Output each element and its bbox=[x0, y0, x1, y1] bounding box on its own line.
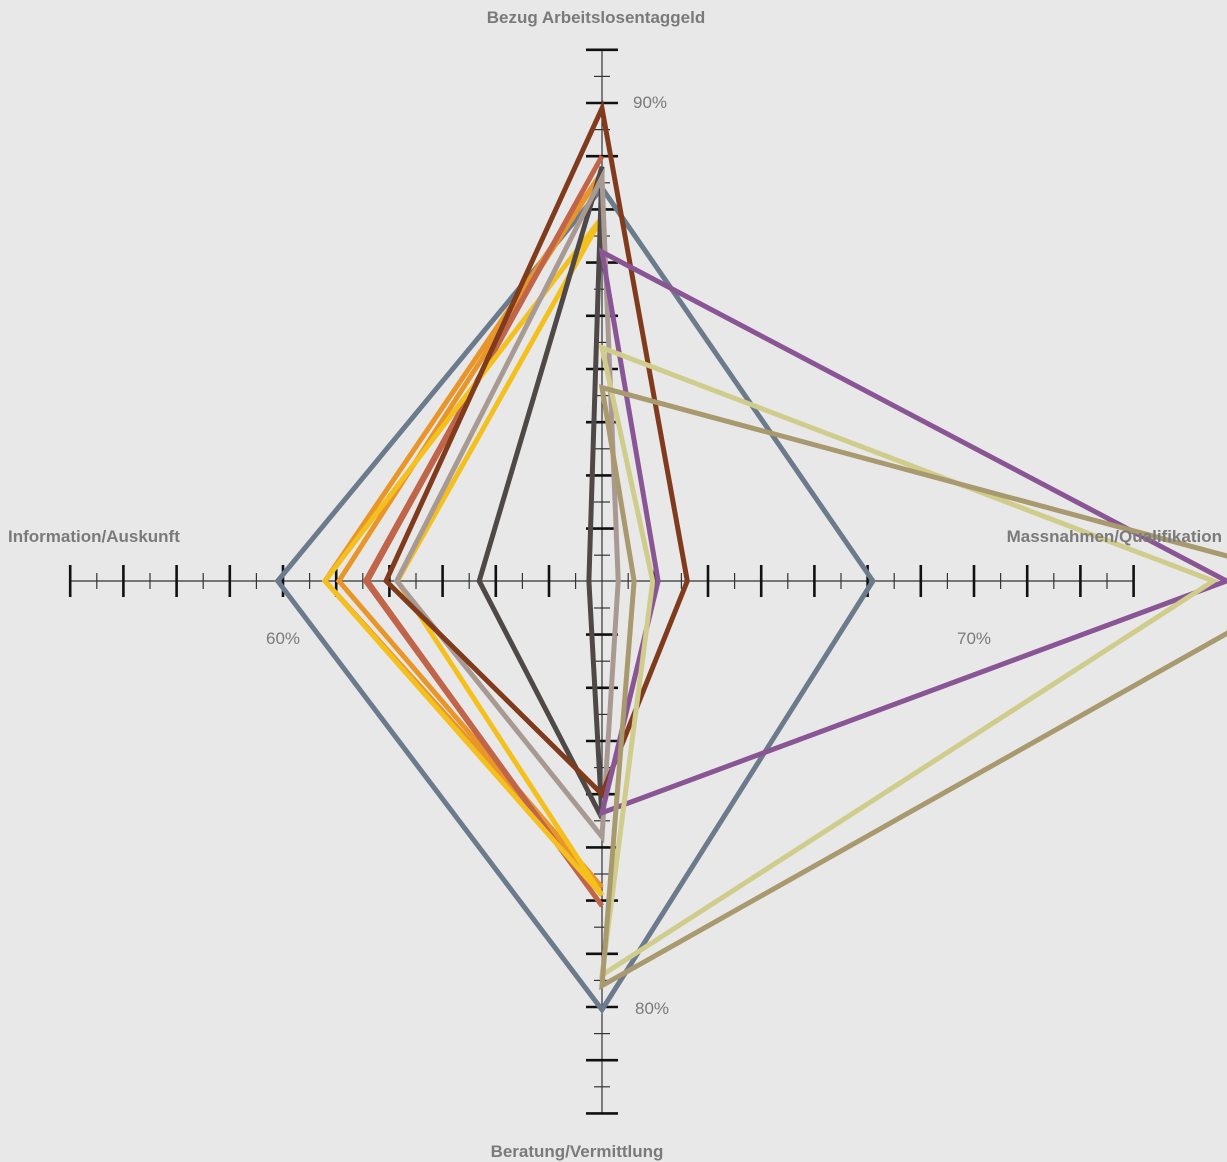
axis-label-left: Information/Auskunft bbox=[8, 527, 180, 546]
series-polygon-10 bbox=[598, 384, 1227, 991]
tick-label-bottom: 80% bbox=[635, 999, 669, 1018]
series-polygon-3 bbox=[362, 154, 605, 908]
series-polygon-7 bbox=[383, 99, 690, 799]
series-polygon-6 bbox=[393, 167, 621, 844]
tick-label-top: 90% bbox=[633, 93, 667, 112]
tick-label-left: 60% bbox=[266, 629, 300, 648]
series-polygon-4 bbox=[321, 215, 605, 897]
series-polygon-8 bbox=[598, 247, 1227, 817]
labels-layer: Bezug Arbeitslosentaggeld Massnahmen/Qua… bbox=[8, 8, 1222, 1161]
axis-label-top: Bezug Arbeitslosentaggeld bbox=[487, 8, 706, 27]
series-polygon-9 bbox=[598, 343, 1219, 981]
axis-label-right: Massnahmen/Qualifikation bbox=[1007, 527, 1222, 546]
axis-label-bottom: Beratung/Vermittlung bbox=[491, 1142, 664, 1161]
tick-label-right: 70% bbox=[957, 629, 991, 648]
series-layer bbox=[274, 99, 1227, 1015]
series-polygon-1 bbox=[274, 183, 876, 1015]
